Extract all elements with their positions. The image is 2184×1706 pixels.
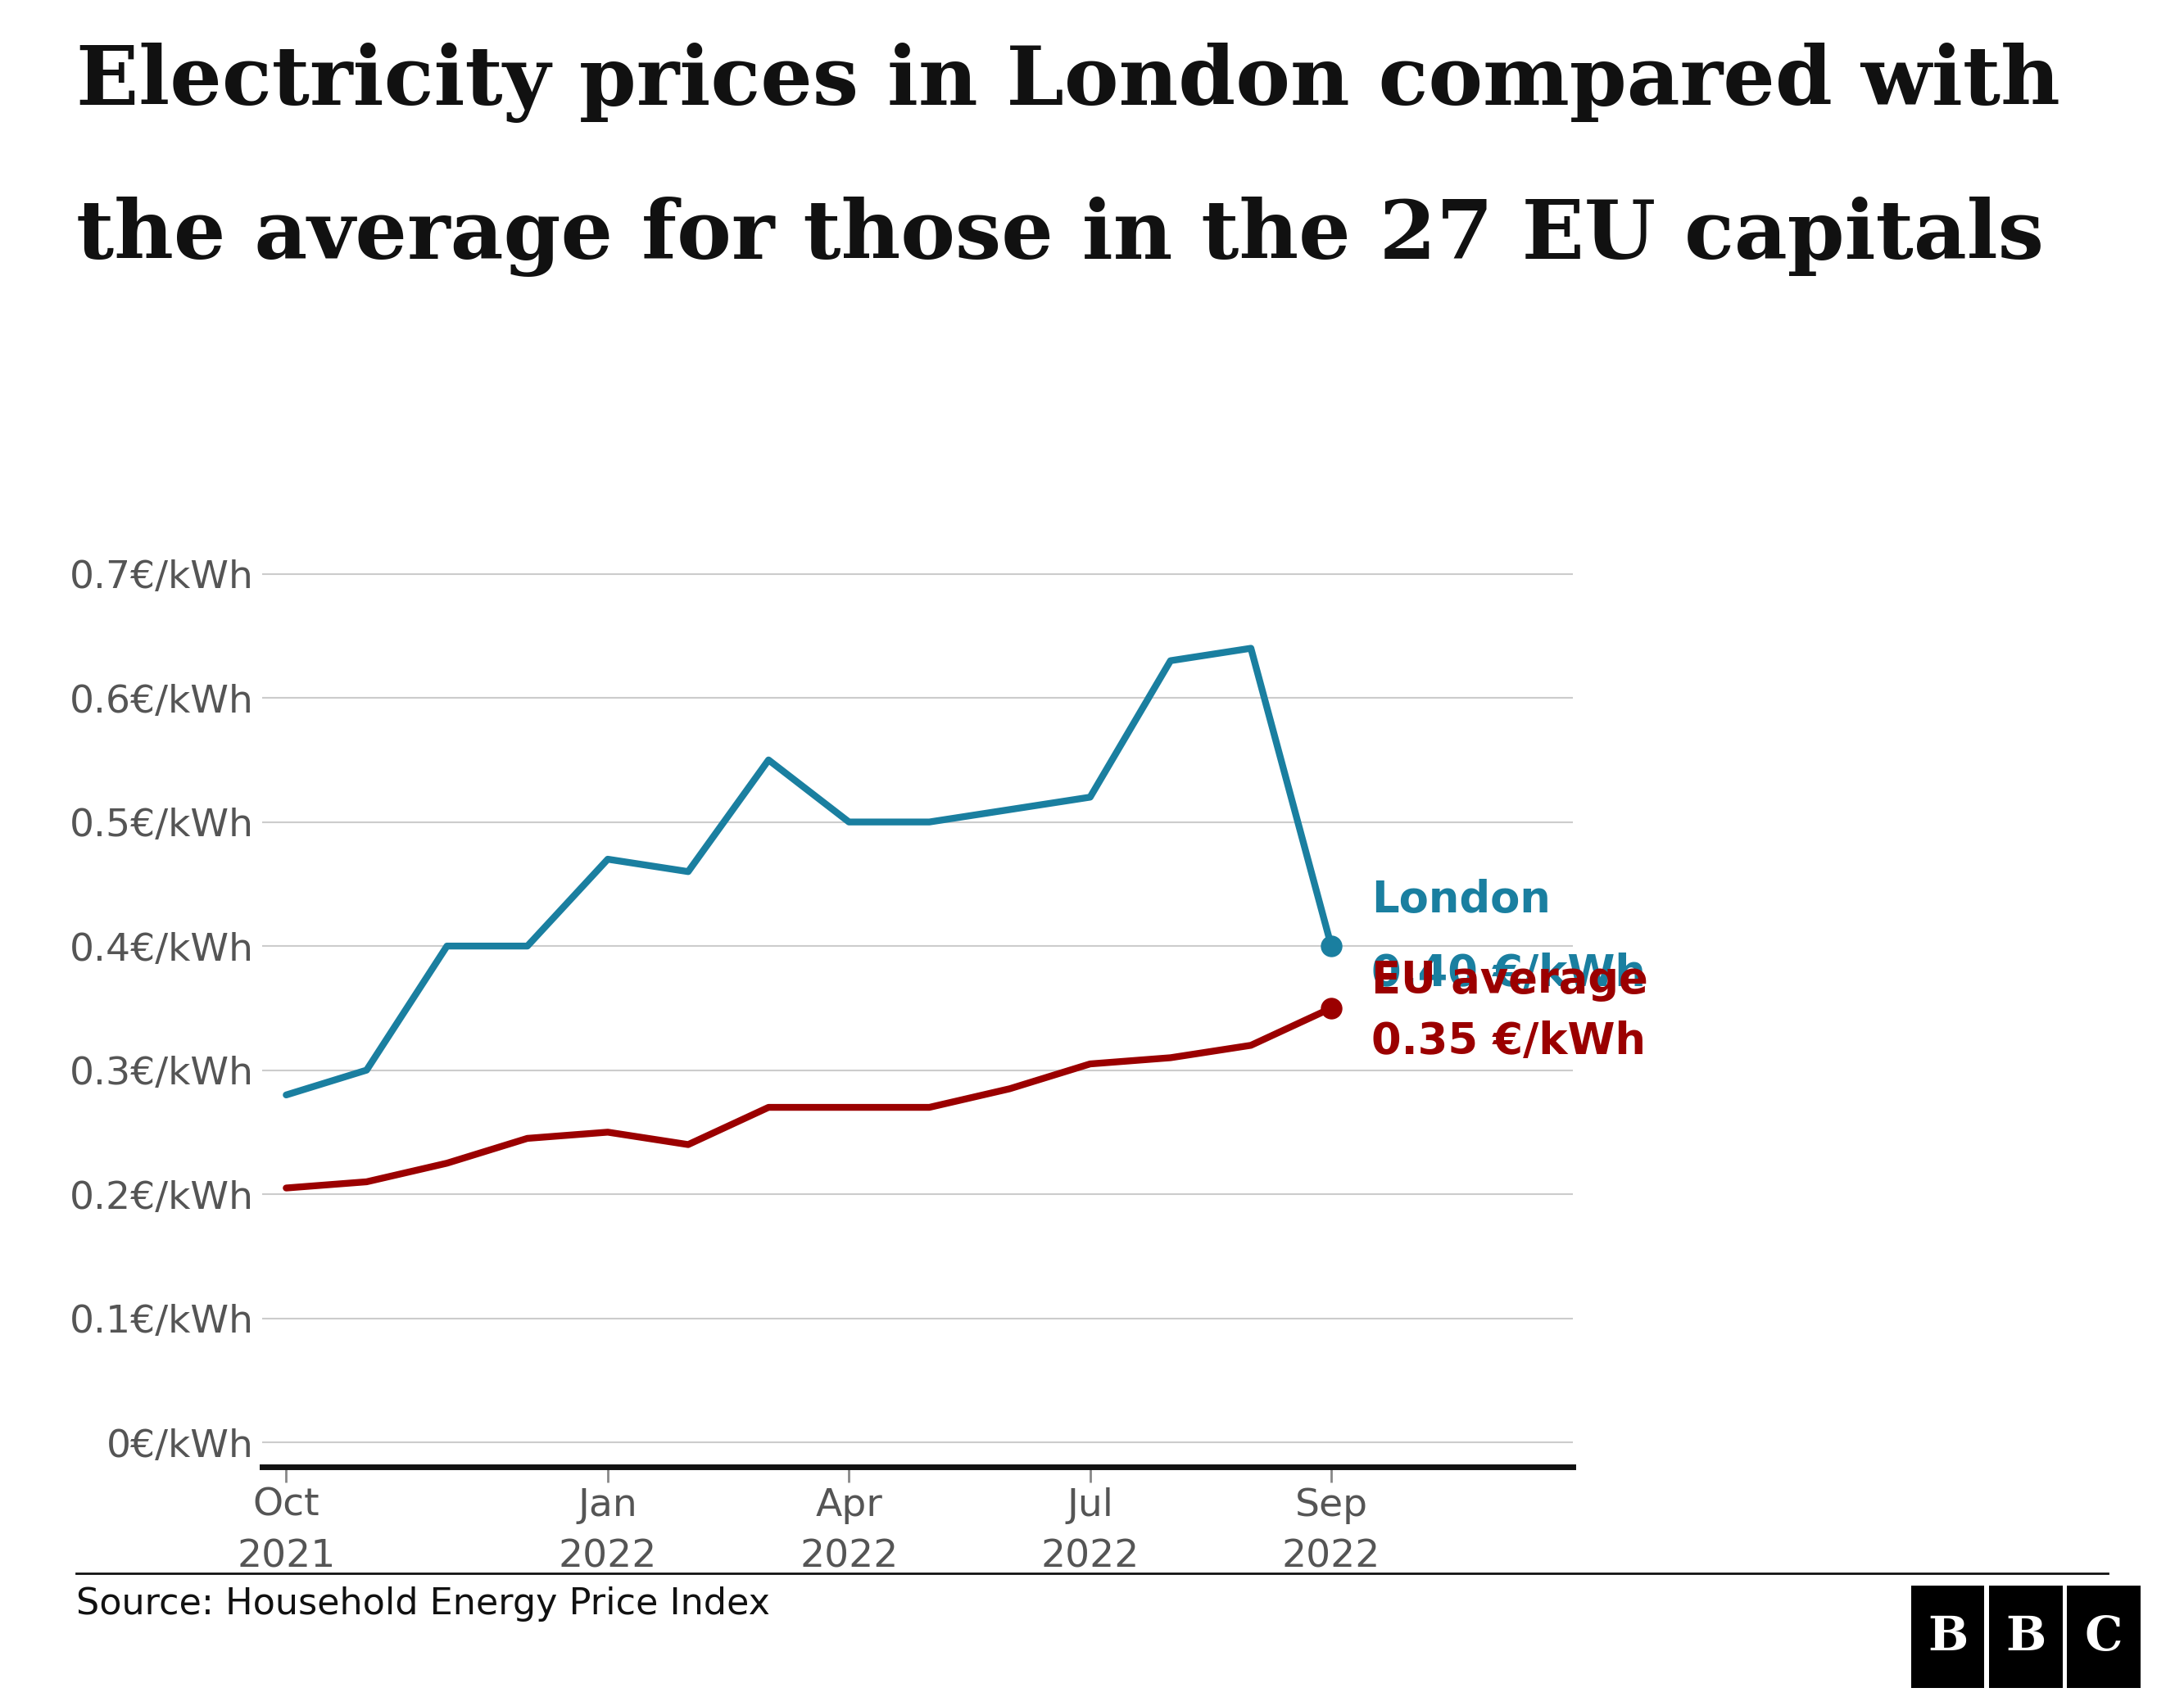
Text: 0.35 €/kWh: 0.35 €/kWh (1372, 1020, 1647, 1063)
Text: Source: Household Energy Price Index: Source: Household Energy Price Index (76, 1587, 771, 1621)
Bar (2066, 1587, 2140, 1687)
Text: Electricity prices in London compared with: Electricity prices in London compared wi… (76, 43, 2060, 123)
Bar (1985, 1581, 1990, 1692)
Bar (1990, 1587, 2062, 1687)
Text: B: B (2005, 1614, 2046, 1660)
Text: EU average: EU average (1372, 959, 1649, 1001)
Text: London: London (1372, 879, 1551, 921)
Text: the average for those in the 27 EU capitals: the average for those in the 27 EU capit… (76, 196, 2044, 276)
Text: B: B (1928, 1614, 1968, 1660)
Text: C: C (2084, 1614, 2123, 1660)
Bar (1911, 1587, 1985, 1687)
Bar (2062, 1581, 2066, 1692)
Text: 0.40 €/kWh: 0.40 €/kWh (1372, 952, 1647, 995)
